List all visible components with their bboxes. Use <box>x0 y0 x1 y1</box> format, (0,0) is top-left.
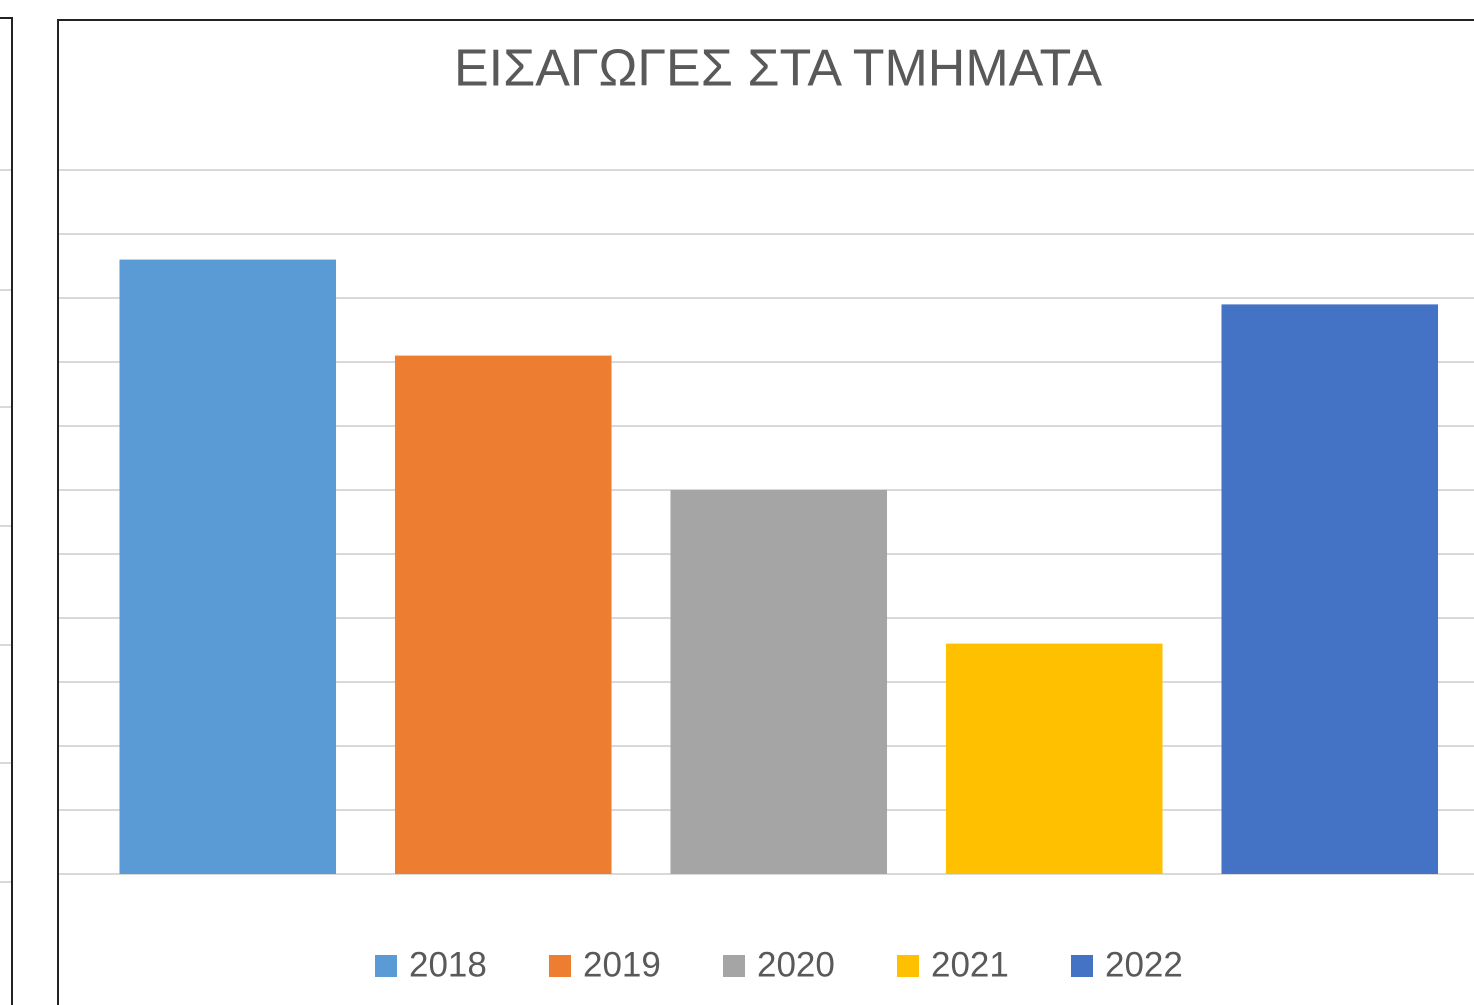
legend-swatch <box>549 955 571 977</box>
legend-swatch <box>723 955 745 977</box>
legend-label: 2019 <box>583 945 661 984</box>
legend-swatch <box>897 955 919 977</box>
legend-label: 2021 <box>931 945 1009 984</box>
legend-label: 2018 <box>409 945 487 984</box>
left-panel <box>0 17 13 1005</box>
legend-label: 2020 <box>757 945 835 984</box>
left-panel-lines <box>0 169 11 883</box>
bar <box>394 355 612 875</box>
bar <box>670 490 888 874</box>
bar <box>1221 304 1439 874</box>
legend-swatch <box>1071 955 1093 977</box>
legend-label: 2022 <box>1105 945 1183 984</box>
bar <box>945 643 1163 874</box>
legend-swatch <box>375 955 397 977</box>
chart-title: ΕΙΣΑΓΩΓΕΣ ΣΤΑ ΤΜΗΜΑΤΑ <box>454 40 1102 98</box>
bar <box>119 259 337 875</box>
